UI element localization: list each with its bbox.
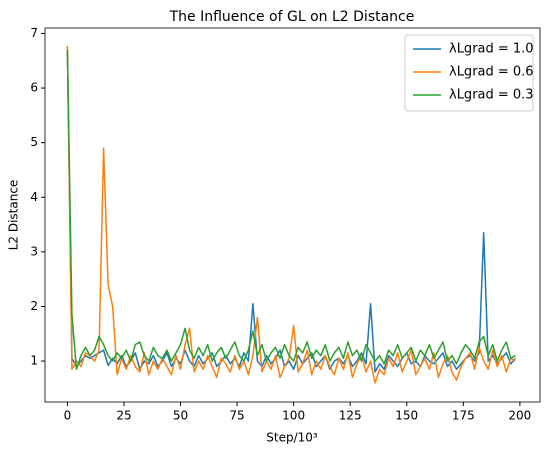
- axes-frame: [44, 27, 541, 403]
- y-axis-label: L2 Distance: [7, 180, 21, 251]
- y-tick-label: 2: [30, 299, 38, 313]
- x-tick-label: 150: [395, 409, 418, 423]
- y-tick-label: 6: [30, 81, 38, 95]
- legend-label: λLgrad = 0.3: [449, 88, 534, 103]
- legend-box: [404, 34, 534, 112]
- y-tick-label: 4: [30, 190, 38, 204]
- line-series: [66, 46, 516, 384]
- x-axis-label: Step/10³: [266, 431, 318, 445]
- x-tick-label: 100: [282, 409, 305, 423]
- x-tick-label: 75: [229, 409, 244, 423]
- x-tick-label: 175: [452, 409, 475, 423]
- y-tick-label: 7: [30, 26, 38, 40]
- x-tick-label: 125: [339, 409, 362, 423]
- y-tick-label: 1: [30, 354, 38, 368]
- x-tick-label: 50: [173, 409, 188, 423]
- y-tick-label: 3: [30, 244, 38, 258]
- y-tick-label: 5: [30, 135, 38, 149]
- line-series: [66, 49, 516, 370]
- chart-title: The Influence of GL on L2 Distance: [169, 9, 415, 25]
- legend-label: λLgrad = 0.6: [449, 65, 534, 80]
- legend-label: λLgrad = 1.0: [449, 42, 534, 57]
- x-tick-label: 0: [64, 409, 72, 423]
- x-tick-label: 25: [116, 409, 131, 423]
- x-tick-label: 200: [508, 409, 531, 423]
